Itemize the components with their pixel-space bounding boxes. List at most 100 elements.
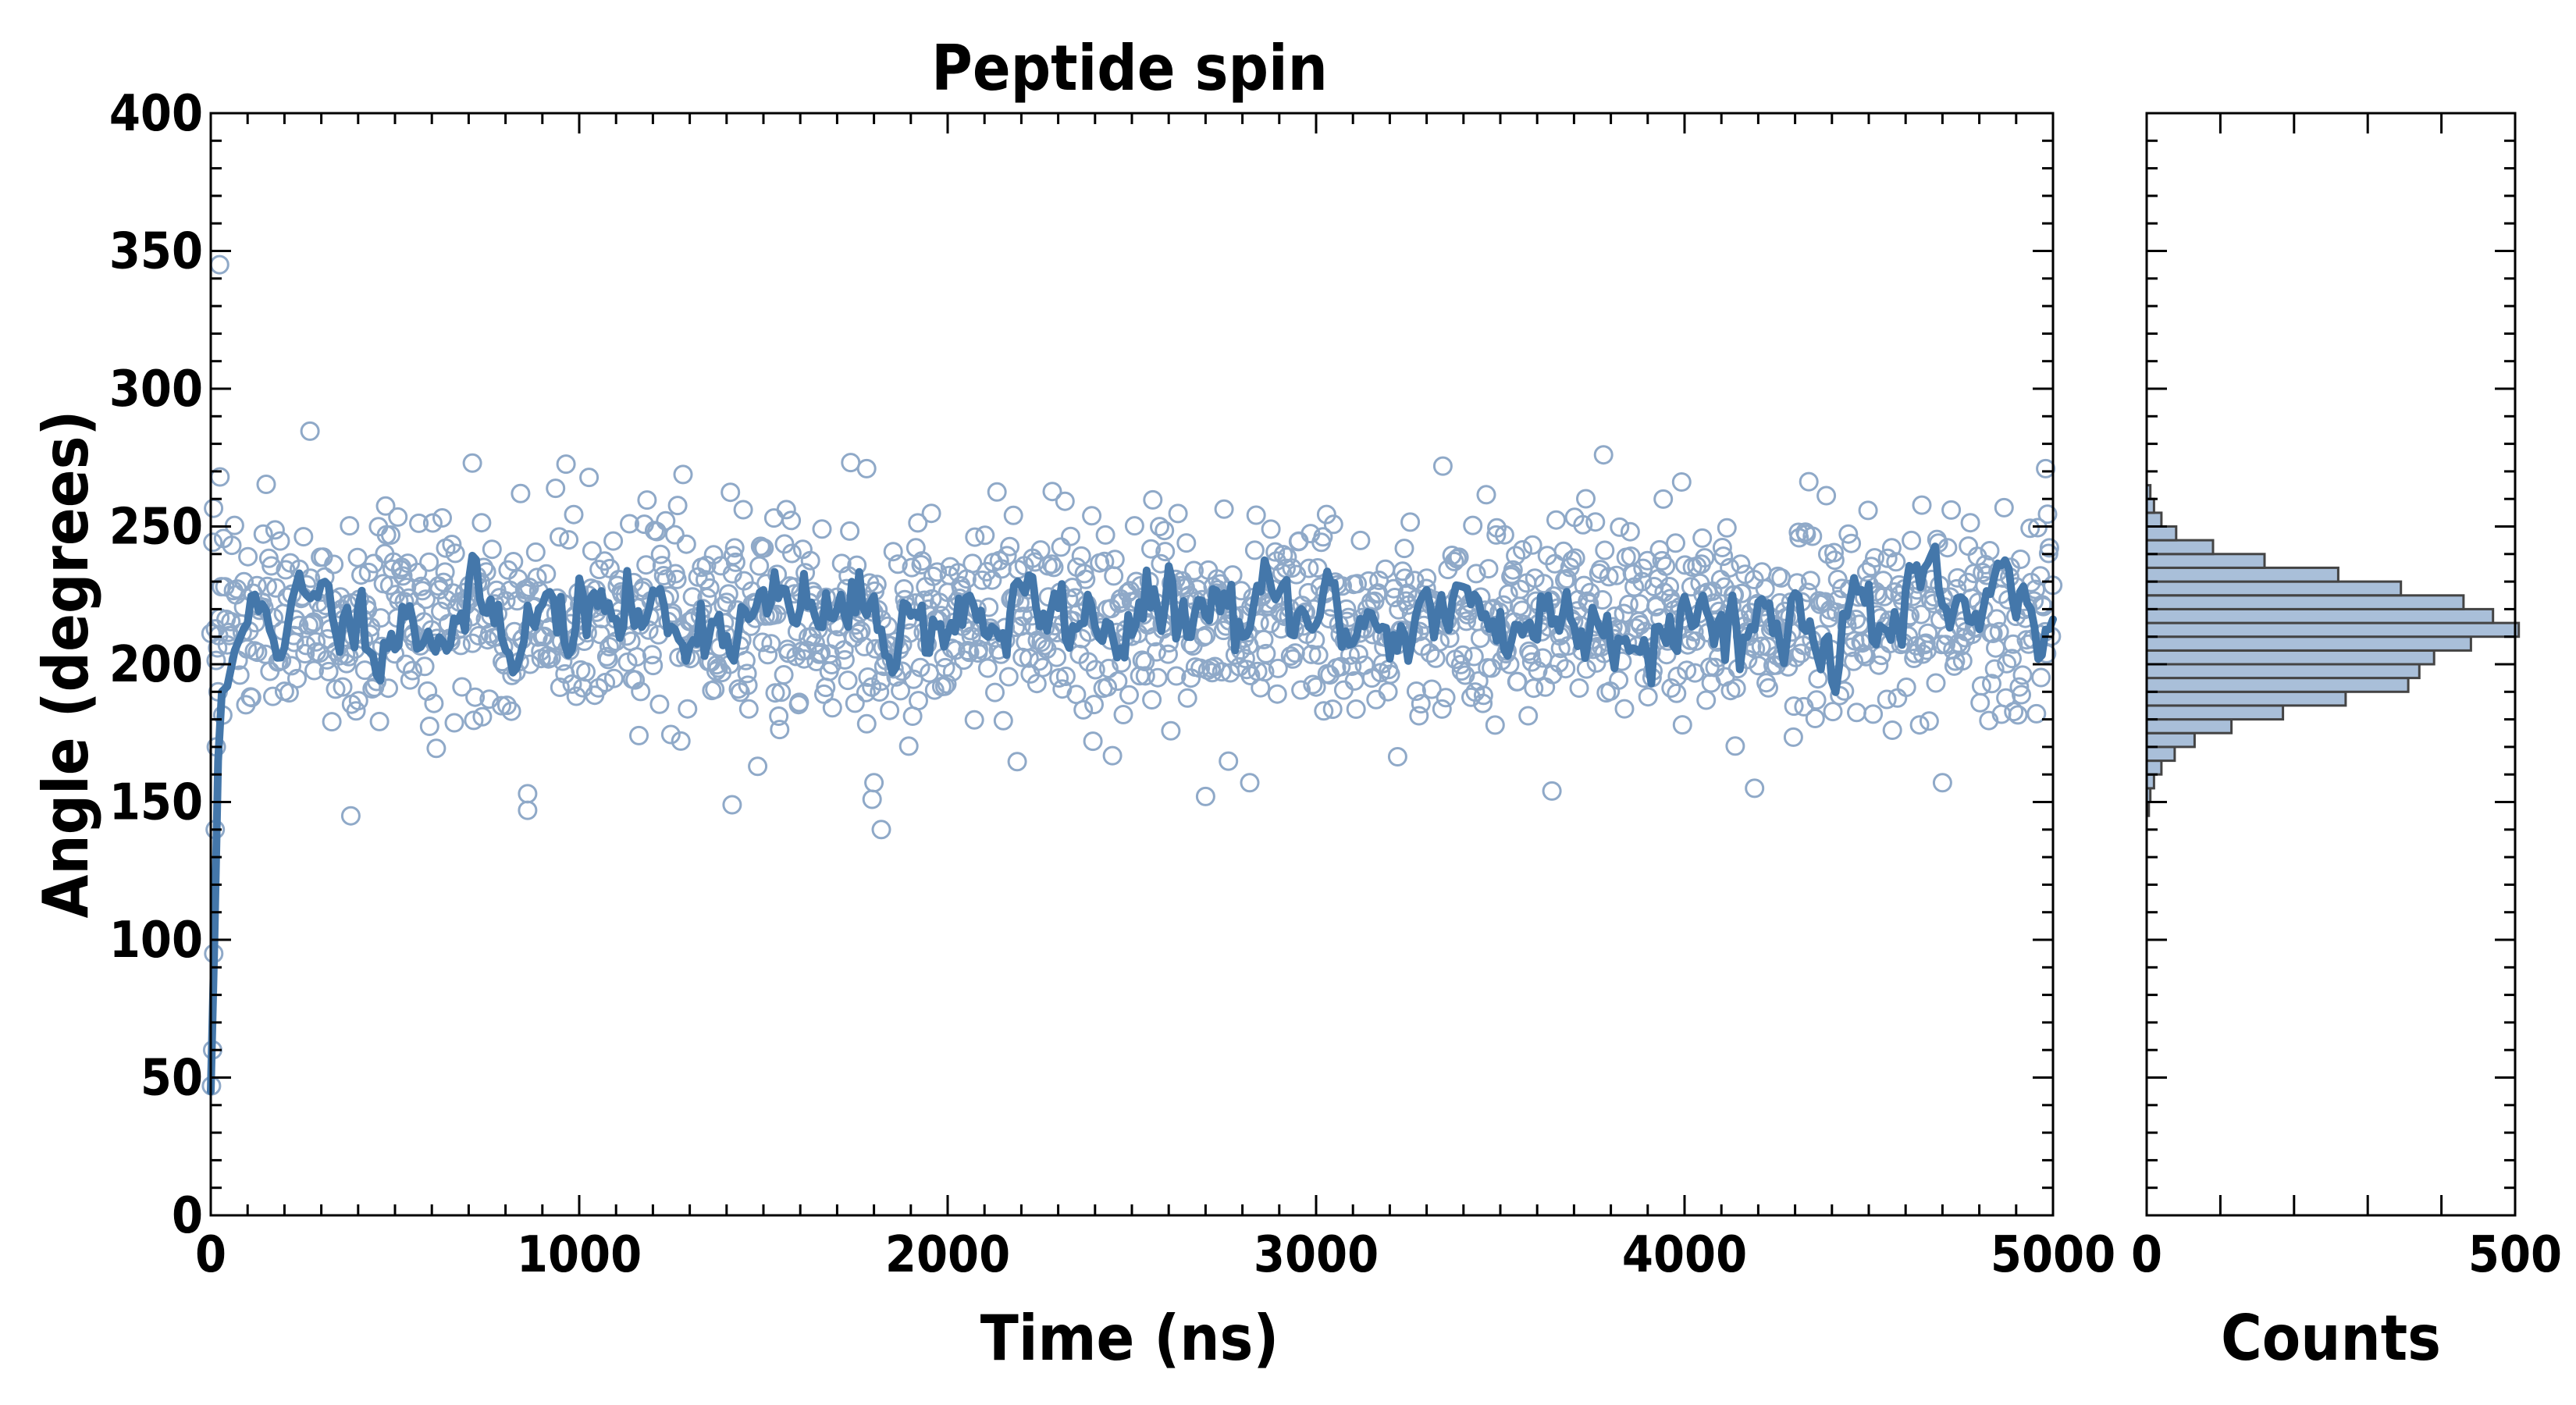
scatter-point xyxy=(1308,645,1329,665)
scatter-point xyxy=(300,421,320,441)
scatter-point xyxy=(1614,699,1635,719)
scatter-point xyxy=(602,634,622,654)
scatter-point xyxy=(1421,679,1442,699)
scatter-point xyxy=(258,576,277,596)
histogram-bar xyxy=(2145,621,2521,638)
histogram-bar xyxy=(2145,745,2176,763)
scatter-point xyxy=(1863,704,1884,724)
scatter-point xyxy=(445,543,465,564)
scatter-point xyxy=(849,624,869,643)
scatter-point xyxy=(908,513,928,533)
scatter-point xyxy=(678,699,698,719)
scatter-point xyxy=(898,736,919,756)
scatter-point xyxy=(1316,504,1336,525)
scatter-point xyxy=(1731,554,1751,574)
scatter-point xyxy=(1113,705,1133,724)
scatter-point xyxy=(1784,696,1804,717)
scatter-point xyxy=(333,677,353,697)
scatter-point xyxy=(1155,542,1176,562)
scatter-point xyxy=(1486,525,1507,545)
x-tick-label: 2000 xyxy=(885,1226,1010,1284)
scatter-point xyxy=(2012,665,2033,685)
scatter-point xyxy=(1303,674,1323,695)
scatter-point xyxy=(208,638,228,658)
scatter-point xyxy=(1503,560,1523,580)
scatter-point xyxy=(1463,515,1483,535)
histogram-bar xyxy=(2145,539,2215,556)
scatter-point xyxy=(1510,579,1530,599)
scatter-point xyxy=(1824,550,1845,571)
scatter-point xyxy=(1147,642,1166,662)
scatter-point xyxy=(576,662,596,682)
scatter-point xyxy=(705,679,725,699)
scatter-point xyxy=(1176,533,1197,553)
scatter-point xyxy=(270,531,290,551)
scatter-point xyxy=(781,543,802,564)
histogram-bar xyxy=(2145,566,2339,583)
scatter-point xyxy=(525,542,546,562)
scatter-point xyxy=(1725,736,1745,756)
scatter-point xyxy=(1432,699,1452,719)
scatter-point xyxy=(1150,517,1169,537)
scatter-point xyxy=(1432,456,1453,476)
scatter-point xyxy=(1593,445,1614,465)
scatter-point xyxy=(1055,491,1075,511)
scatter-point xyxy=(1135,666,1155,686)
scatter-point xyxy=(1141,539,1161,559)
scatter-point xyxy=(403,660,422,681)
scatter-point xyxy=(1909,715,1930,735)
scatter-point xyxy=(1420,643,1440,663)
scatter-point xyxy=(1869,655,1889,675)
scatter-point xyxy=(667,569,687,589)
scatter-point xyxy=(809,644,830,664)
scatter-point xyxy=(1653,489,1674,509)
scatter-point xyxy=(1449,547,1469,567)
scatter-point xyxy=(1143,489,1163,510)
scatter-point xyxy=(1882,720,1902,740)
scatter-point xyxy=(1256,643,1276,663)
y-tick-label: 0 xyxy=(172,1187,203,1245)
scatter-point xyxy=(912,551,932,571)
scatter-point xyxy=(1576,489,1596,509)
scatter-point xyxy=(1044,557,1064,578)
scatter-point xyxy=(1411,694,1431,714)
scatter-point xyxy=(1406,681,1426,701)
scatter-point xyxy=(2032,595,2052,615)
scatter-point xyxy=(964,710,984,730)
scatter-point xyxy=(753,632,773,653)
scatter-point xyxy=(1299,558,1319,578)
scatter-point xyxy=(840,521,860,541)
scatter-point xyxy=(422,513,443,533)
scatter-point xyxy=(1246,505,1266,525)
scatter-point xyxy=(318,661,339,681)
scatter-point xyxy=(977,658,998,678)
scatter-point xyxy=(1007,752,1027,772)
histogram-x-axis-title: Counts xyxy=(2221,1302,2441,1375)
scatter-point xyxy=(1049,668,1069,688)
scatter-point xyxy=(2020,518,2041,539)
scatter-point xyxy=(781,510,802,531)
scatter-point xyxy=(346,701,366,721)
scatter-point xyxy=(667,496,688,516)
scatter-point xyxy=(720,482,741,503)
scatter-point xyxy=(1610,517,1630,537)
scatter-point xyxy=(1717,518,1737,538)
scatter-point xyxy=(564,504,584,525)
scatter-point xyxy=(1254,662,1275,682)
scatter-point xyxy=(1916,633,1936,653)
scatter-point xyxy=(1549,653,1569,673)
scatter-point xyxy=(2039,538,2059,558)
scatter-point xyxy=(866,574,887,595)
histogram-bar xyxy=(2145,607,2495,624)
scatter-point xyxy=(738,699,759,719)
scatter-point xyxy=(642,645,662,665)
scatter-point xyxy=(1277,547,1297,567)
scatter-point xyxy=(603,668,624,688)
scatter-point xyxy=(1838,524,1859,544)
scatter-point xyxy=(1395,568,1415,589)
histogram-bar xyxy=(2145,663,2421,680)
scatter-point xyxy=(1865,548,1884,568)
x-tick-label: 4000 xyxy=(1622,1226,1747,1284)
scatter-point xyxy=(1473,685,1493,706)
scatter-point xyxy=(1387,747,1407,767)
